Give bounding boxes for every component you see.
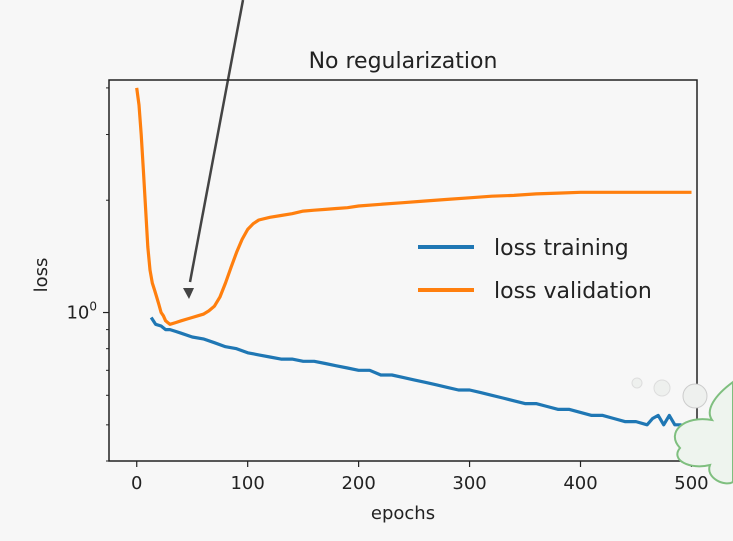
thought-cloud-decoration xyxy=(631,377,733,485)
y-axis-label: loss xyxy=(31,258,52,293)
x-tick-label: 100 xyxy=(230,473,264,494)
chart-title: No regularization xyxy=(309,49,498,74)
legend-label: loss training xyxy=(494,236,629,261)
series-line-1 xyxy=(135,87,692,326)
x-tick-label: 500 xyxy=(674,473,708,494)
plot-frame xyxy=(108,79,698,462)
x-axis-label: epochs xyxy=(371,503,435,524)
annotation-arrow xyxy=(183,0,245,299)
x-tick-label: 200 xyxy=(341,473,375,494)
legend-label: loss validation xyxy=(494,279,652,304)
series-line-0 xyxy=(149,316,692,430)
chart-legend: loss training loss validation xyxy=(418,236,652,304)
x-tick-label: 400 xyxy=(563,473,597,494)
x-tick-label: 0 xyxy=(131,473,142,494)
x-tick-label: 300 xyxy=(452,473,486,494)
